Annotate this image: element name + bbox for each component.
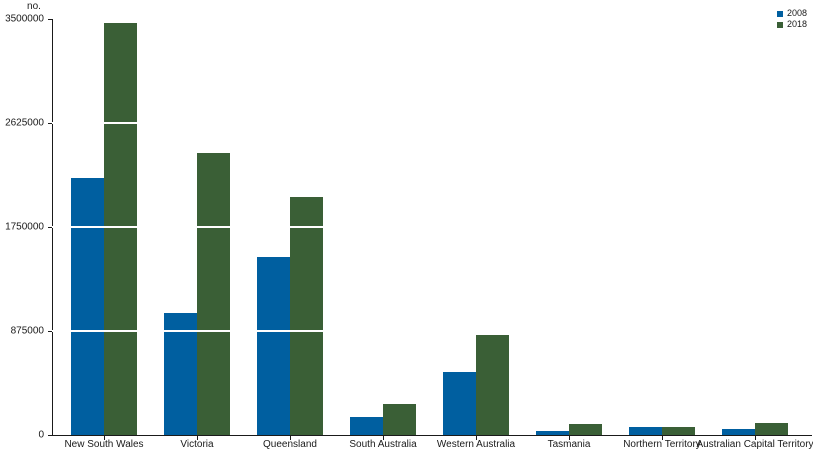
x-tick-mark	[383, 436, 384, 440]
y-tick-label: 2625000	[5, 117, 44, 129]
y-tick-label: 3500000	[5, 13, 44, 25]
y-tick-label: 0	[38, 429, 44, 441]
legend-swatch-icon	[776, 21, 783, 28]
x-category-label: Victoria	[180, 439, 214, 450]
bar-2018-victoria	[197, 153, 230, 435]
x-tick-mark	[476, 436, 477, 440]
legend: 2008 2018	[776, 8, 807, 30]
x-tick-mark	[569, 436, 570, 440]
bar-2018-south-australia	[383, 404, 416, 435]
gridline	[52, 226, 812, 228]
bar-2008-australian-capital-territory	[722, 429, 755, 435]
bar-2008-northern-territory	[629, 427, 662, 435]
legend-swatch-icon	[776, 10, 783, 17]
bar-2008-victoria	[164, 313, 197, 435]
y-tick-label: 875000	[10, 325, 44, 337]
y-axis-unit-label: no.	[27, 1, 41, 12]
bar-2018-australian-capital-territory	[755, 423, 788, 435]
gridline	[52, 330, 812, 332]
legend-label: 2008	[786, 8, 807, 18]
x-category-label: Queensland	[263, 439, 317, 450]
bar-2008-tasmania	[536, 431, 569, 435]
bar-2018-new-south-wales	[104, 23, 137, 435]
x-category-label: Australian Capital Territory	[696, 439, 813, 450]
x-tick-mark	[662, 436, 663, 440]
y-tick-mark	[48, 123, 52, 124]
bar-2008-western-australia	[443, 372, 476, 435]
bar-2008-south-australia	[350, 417, 383, 435]
y-tick-mark	[48, 19, 52, 20]
x-category-label: South Australia	[349, 439, 417, 450]
bar-2008-queensland	[257, 257, 290, 435]
y-tick-mark	[48, 227, 52, 228]
x-category-label: Tasmania	[547, 439, 591, 450]
legend-item: 2008	[776, 8, 807, 19]
x-category-label: New South Wales	[64, 439, 144, 450]
x-tick-mark	[290, 436, 291, 440]
x-axis-line	[52, 435, 812, 436]
x-tick-mark	[755, 436, 756, 440]
x-tick-mark	[104, 436, 105, 440]
y-tick-label: 1750000	[5, 221, 44, 233]
y-tick-mark	[48, 435, 52, 436]
legend-item: 2018	[776, 19, 807, 30]
gridline	[52, 122, 812, 124]
bar-2018-northern-territory	[662, 427, 695, 435]
bar-2018-tasmania	[569, 424, 602, 435]
x-tick-mark	[197, 436, 198, 440]
plot-area	[52, 19, 812, 435]
bar-2008-new-south-wales	[71, 178, 104, 435]
bar-2018-western-australia	[476, 335, 509, 435]
legend-label: 2018	[786, 19, 807, 29]
y-tick-mark	[48, 331, 52, 332]
bar-2018-queensland	[290, 197, 323, 435]
x-category-label: Northern Territory	[623, 439, 701, 450]
x-category-label: Western Australia	[436, 439, 516, 450]
